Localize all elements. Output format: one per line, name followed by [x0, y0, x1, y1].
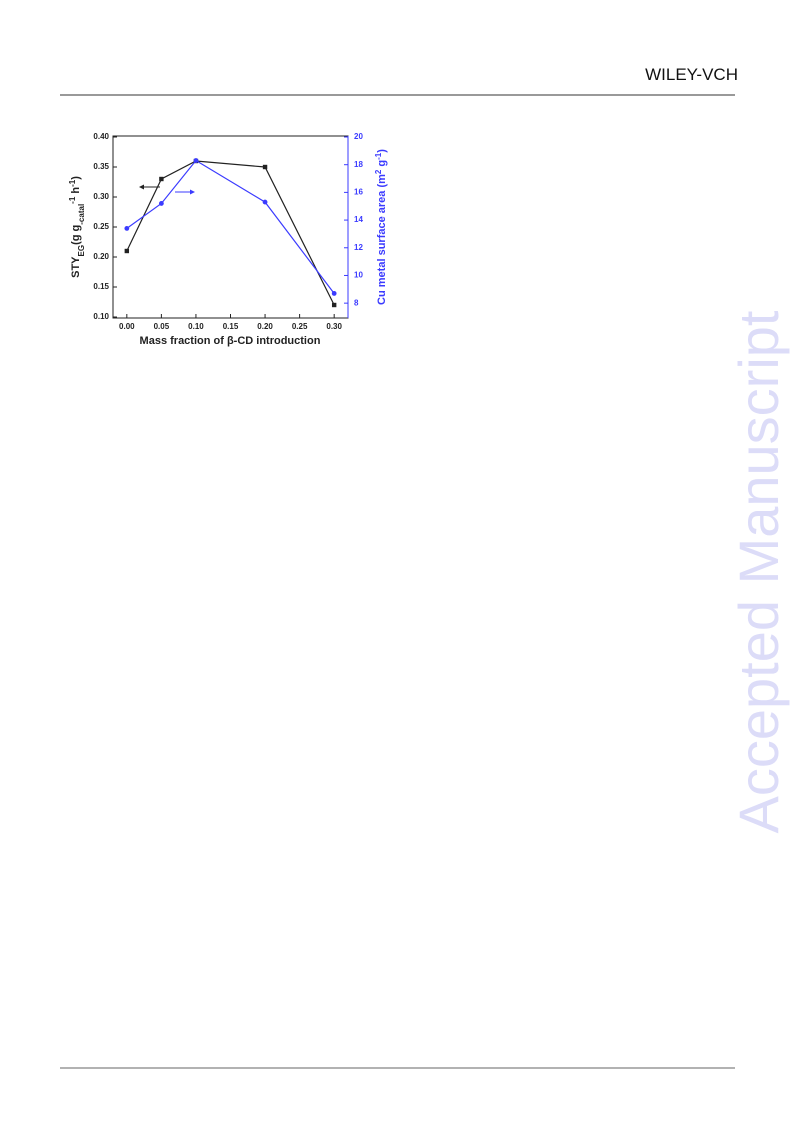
- marker: [262, 199, 268, 205]
- y2-tick-label: 10: [354, 271, 363, 280]
- x-tick-label: 0.25: [292, 322, 308, 331]
- right-arrow: [175, 189, 195, 195]
- y2-tick-label: 12: [354, 243, 363, 252]
- y-tick-label: 0.30: [93, 192, 109, 201]
- x-axis-label: Mass fraction of β-CD introduction: [140, 335, 321, 347]
- y2-tick-label: 8: [354, 298, 359, 307]
- x-tick-label: 0.05: [154, 322, 170, 331]
- y2-axis-label-part: -1: [374, 152, 383, 160]
- y-tick-label: 0.25: [93, 222, 109, 231]
- x-tick-label: 0.15: [223, 322, 239, 331]
- marker: [331, 302, 337, 308]
- y-axis-label-part: STY: [70, 256, 82, 278]
- y2-tick-label: 14: [354, 215, 363, 224]
- y-tick-label: 0.20: [93, 252, 109, 261]
- x-tick-label: 0.30: [326, 322, 342, 331]
- y-axis-label-part: (g g: [70, 225, 82, 245]
- y2-axis-label-part: g: [376, 160, 388, 170]
- y2-tick-label: 18: [354, 160, 363, 169]
- publisher: WILEY-VCH: [645, 65, 738, 84]
- y-tick-label: 0.35: [93, 162, 109, 171]
- marker: [124, 248, 130, 254]
- y-axis-label-part: -catal: [77, 204, 86, 225]
- y-axis-label-part: ): [70, 176, 82, 180]
- x-tick-label: 0.20: [257, 322, 273, 331]
- y2-tick-label: 20: [354, 132, 363, 141]
- y-tick-label: 0.10: [93, 312, 109, 321]
- x-tick-label: 0.10: [188, 322, 204, 331]
- marker: [193, 158, 199, 163]
- y-tick-label: 0.15: [93, 282, 109, 291]
- y2-tick-label: 16: [354, 187, 363, 196]
- y2-axis-label-part: 2: [374, 169, 383, 174]
- y-tick-label: 0.40: [93, 132, 109, 141]
- y-axis-label-part: EG: [77, 245, 86, 257]
- marker: [158, 201, 164, 206]
- y2-axis-label: Cu metal surface area (m2 g-1): [374, 149, 389, 305]
- y-axis-label: STYEG(g g-catal-1 h-1): [68, 176, 86, 278]
- marker: [124, 225, 130, 231]
- x-tick-label: 0.00: [119, 322, 135, 331]
- y2-axis-label-part: Cu metal surface area (m: [376, 174, 388, 305]
- series-line: [126, 160, 335, 306]
- y-axis-label-part: -1: [68, 179, 77, 187]
- y2-axis-label-part: ): [376, 149, 388, 153]
- marker: [159, 176, 164, 182]
- watermark: Accepted Manuscript: [727, 310, 790, 833]
- marker: [262, 164, 268, 170]
- marker: [331, 291, 337, 296]
- y-axis-label-part: h: [70, 187, 82, 197]
- y-axis-label-part: -1: [68, 196, 77, 204]
- plot-frame: [112, 135, 349, 319]
- series-line: [126, 159, 335, 294]
- chart: 0.00 0.05 0.10 0.15 0.20 0.25 0.30 0.10 0.15 0.20…: [68, 132, 389, 347]
